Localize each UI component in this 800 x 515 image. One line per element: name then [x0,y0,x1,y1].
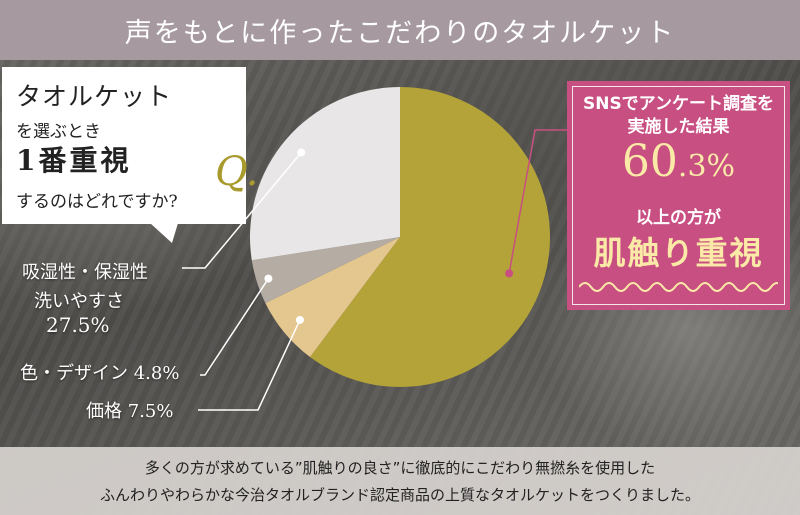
pie-slice-color-design [251,237,400,304]
leader-dot-color-design [264,274,273,283]
result-line-2: 実施した結果 [627,117,730,137]
result-box-border [572,86,785,305]
footer-caption: 多くの方が求めている”肌触りの良さ”に徹底的にこだわり無撚糸を使用した ふんわり… [0,447,800,515]
leader-dot-absorbency [297,148,306,157]
result-line-4: 以上の方が [636,208,721,228]
result-pct-big: 60 [621,136,678,187]
page-title: 声をもとに作ったこだわりのタオルケット [124,17,676,49]
pie-slice-price [265,237,400,358]
slice-label-absorbency-line2: 洗いやすさ [34,291,124,312]
speech-bubble-tail [150,223,178,243]
result-percentage: 60.3% [567,136,790,187]
page-header: 声をもとに作ったこだわりのタオルケット [0,0,800,60]
slice-label-price: 価格 7.5% [86,397,173,423]
slice-value-price: 7.5% [127,401,174,422]
result-line-1: SNSでアンケート調査を [582,94,775,114]
slice-value-color-design: 4.8% [133,363,180,384]
leader-line-absorbency [182,152,302,269]
question-mark-q: Q. [215,149,259,195]
question-line-1: タオルケット [16,82,173,111]
slice-label-color-design: 色・デザイン 4.8% [20,359,179,385]
leader-dot-texture [505,269,514,278]
result-box: SNSでアンケート調査を 実施した結果 60.3% 以上の方が 肌触り重視 [567,81,790,310]
slice-label-absorbency-line1: 吸湿性・保湿性 [22,262,148,283]
leader-line-texture [508,129,567,274]
pie-slice-absorbency [250,87,400,261]
question-line-3: 1番重視 [16,144,132,177]
footer-line-1: 多くの方が求めている”肌触りの良さ”に徹底的にこだわり無撚糸を使用した [144,459,656,477]
slice-value-absorbency: 27.5% [46,313,110,337]
leader-line-color-design [200,278,270,376]
footer-line-2: ふんわりやわらかな今治タオルブランド認定商品の上質なタオルケットをつくりました。 [99,486,700,504]
slice-label-color-design-text: 色・デザイン [20,363,128,384]
leader-line-price [198,319,301,411]
result-pct-small: .3% [677,149,736,184]
wavy-decoration [579,282,778,292]
question-line-2: を選ぶとき [16,122,101,142]
question-line-4: するのはどれですか? [16,192,178,212]
leader-dot-price [295,315,304,324]
slice-label-price-text: 価格 [86,401,122,422]
question-box: タオルケット を選ぶとき 1番重視 するのはどれですか? Q. [2,67,259,224]
result-headline: 肌触り重視 [593,234,764,272]
pie-slice-texture [310,87,550,388]
